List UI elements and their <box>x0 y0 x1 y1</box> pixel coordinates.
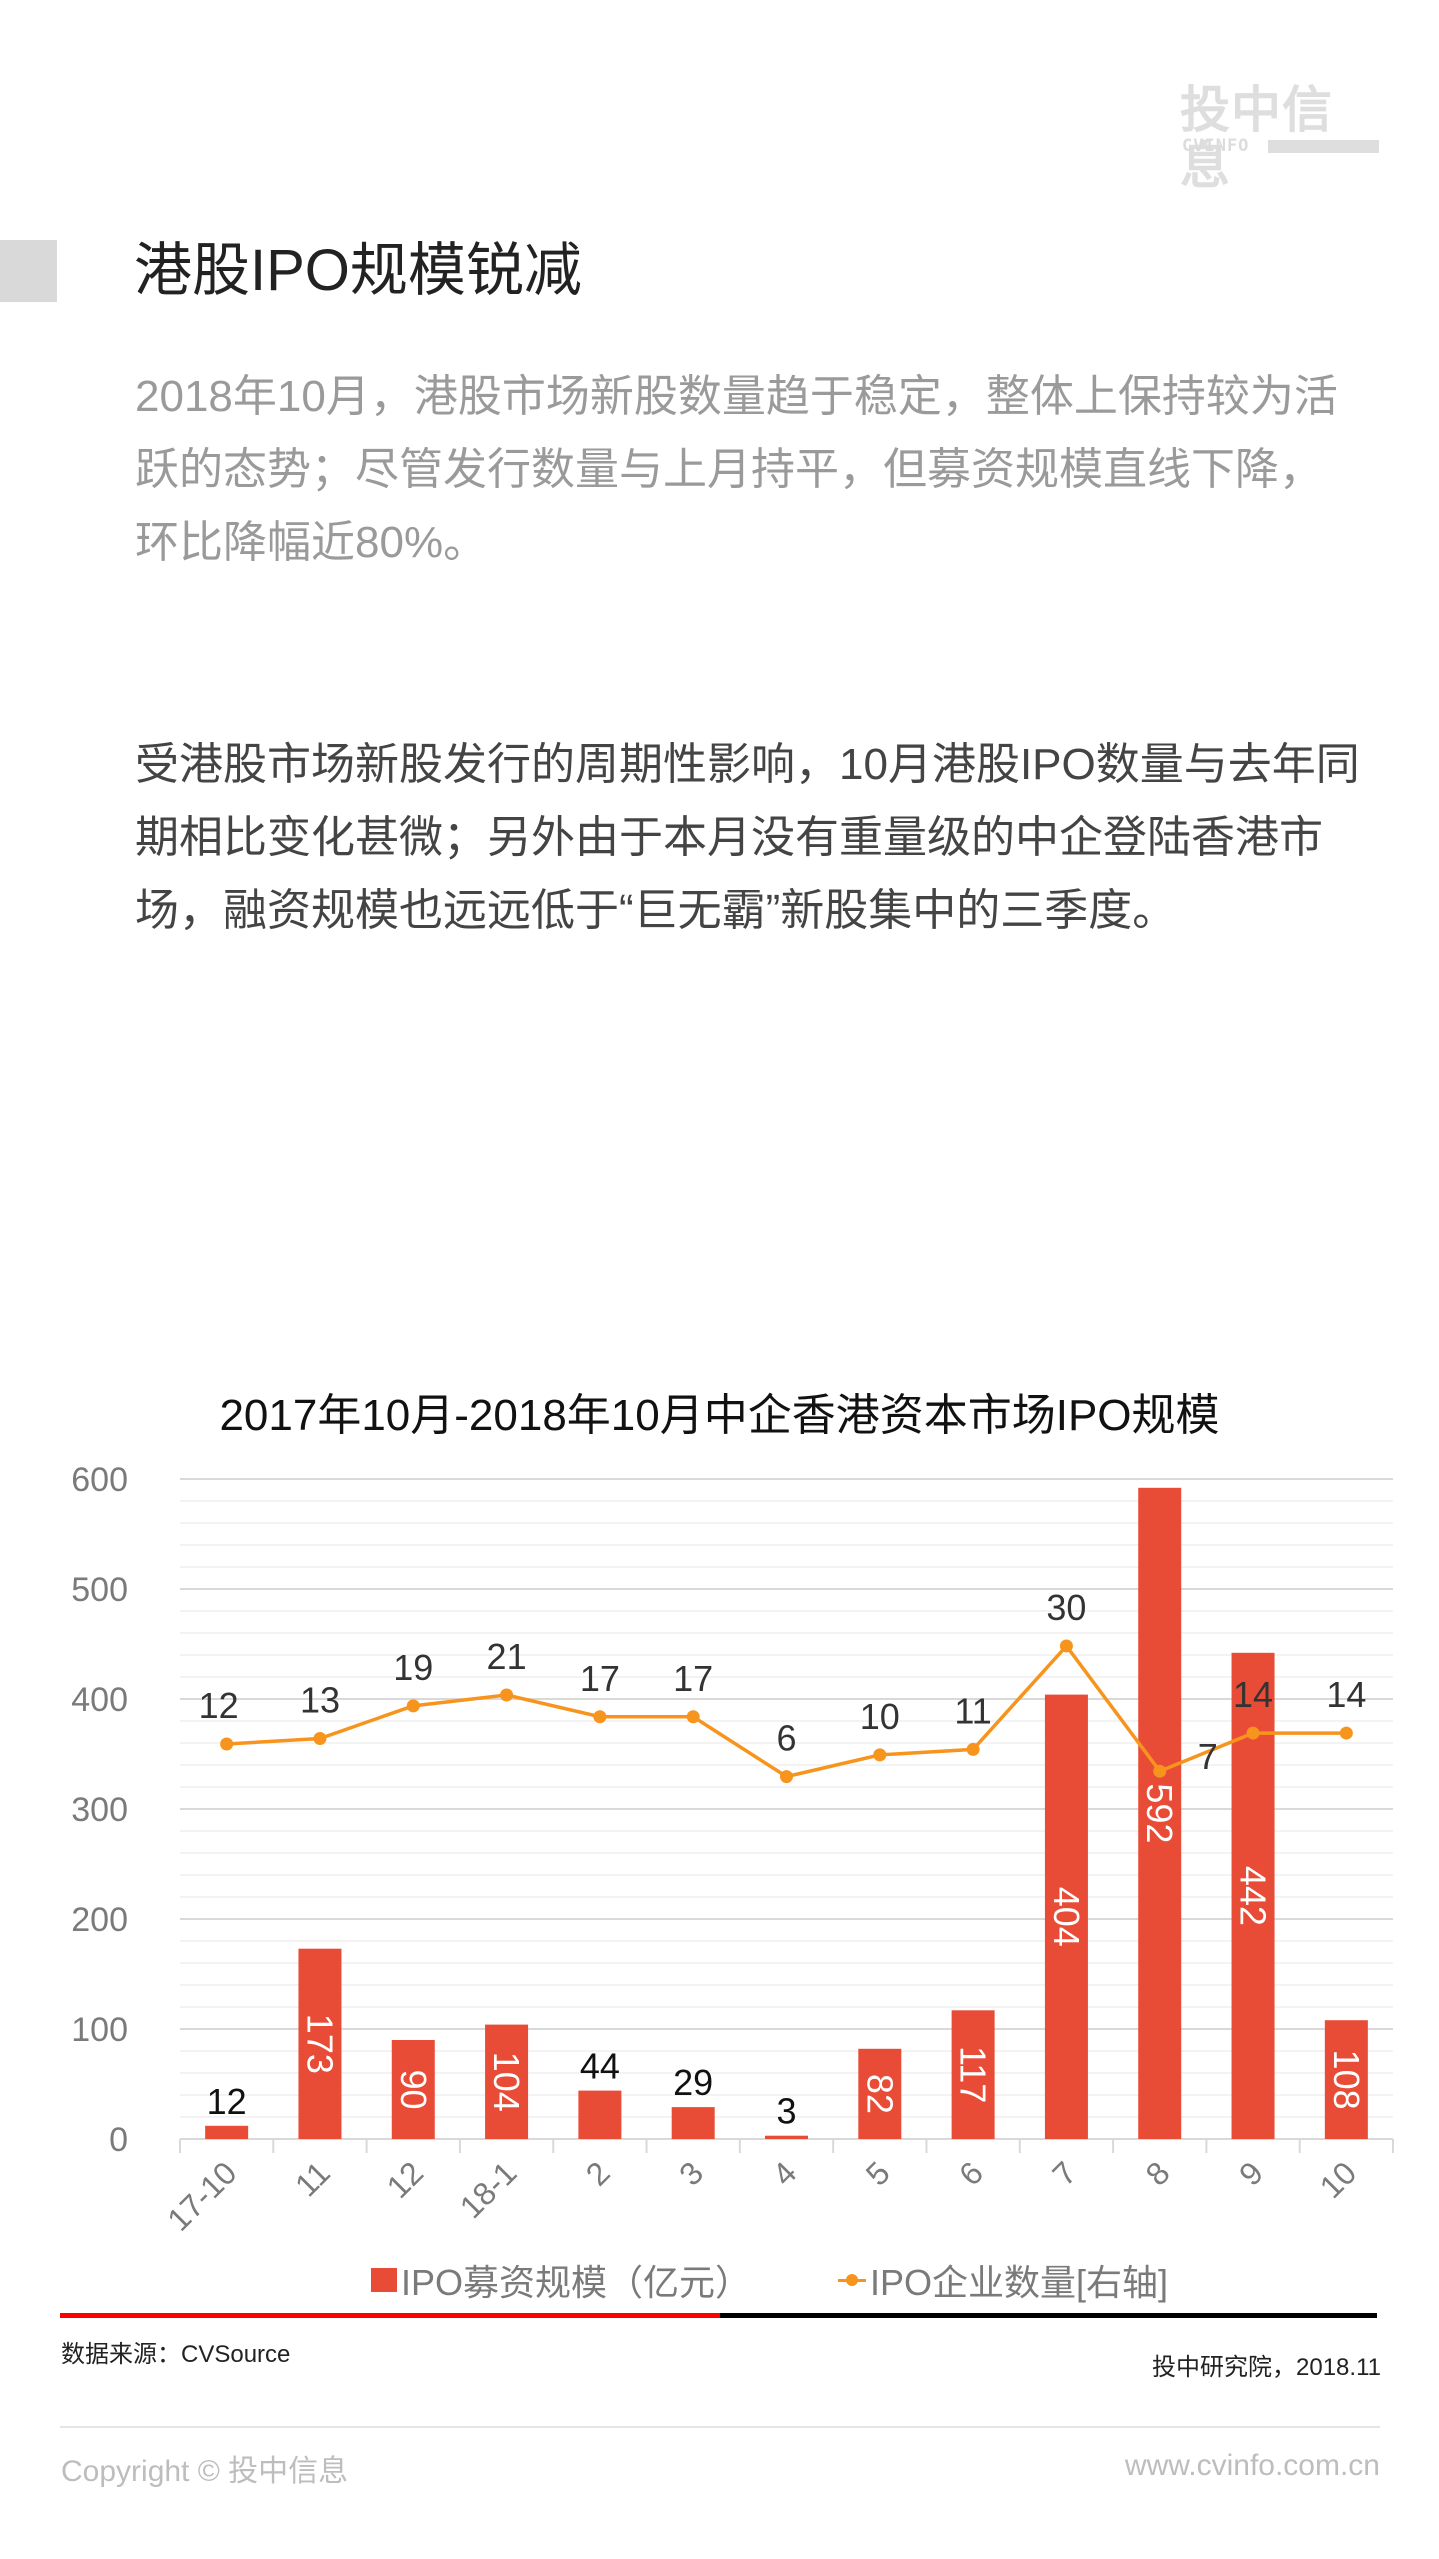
legend-item-line: IPO企业数量[右轴] <box>838 2258 1168 2303</box>
legend-label-line: IPO企业数量[右轴] <box>870 2262 1169 2303</box>
y-axis-label: 400 <box>71 1681 128 1719</box>
line-point-marker <box>966 1742 980 1756</box>
x-axis-label: 9 <box>1232 2154 1270 2192</box>
logo-text-cn: 投中信息 <box>1180 81 1333 195</box>
y-axis-label: 200 <box>71 1901 128 1939</box>
bar <box>1324 2020 1368 2139</box>
line-point-marker <box>313 1732 327 1746</box>
x-axis-label: 5 <box>859 2154 897 2192</box>
website-link[interactable]: www.cvinfo.com.cn <box>1124 2449 1380 2482</box>
copyright: Copyright © 投中信息 <box>61 2455 349 2488</box>
y-axis-label: 600 <box>71 1461 128 1499</box>
line-value-label: 21 <box>487 1636 527 1677</box>
page-title: 港股IPO规模锐减 <box>134 238 582 303</box>
x-axis-label: 4 <box>765 2154 803 2192</box>
line-point-marker <box>1059 1639 1073 1653</box>
x-axis-label: 10 <box>1313 2154 1364 2205</box>
x-axis-label: 17-10 <box>160 2154 243 2237</box>
line-point-marker <box>873 1748 887 1762</box>
chart-title: 2017年10月-2018年10月中企香港资本市场IPO规模 <box>219 1391 1220 1440</box>
bar-value-label: 82 <box>859 2074 900 2114</box>
line-value-label: 14 <box>1233 1674 1273 1715</box>
bar-value-label: 592 <box>1139 1783 1180 1843</box>
bar <box>578 2090 622 2139</box>
cvinfo-logo: 投中信息 CVINFO <box>1180 82 1380 194</box>
bar <box>765 2135 808 2139</box>
bar <box>951 2010 995 2139</box>
bar-value-label: 44 <box>580 2046 620 2087</box>
line-point-marker <box>780 1770 793 1784</box>
y-axis-label: 500 <box>71 1571 128 1609</box>
line-value-label: 13 <box>300 1680 340 1721</box>
bar-swatch-icon <box>371 2268 397 2292</box>
y-axis-label: 300 <box>71 1791 128 1829</box>
bar-value-label: 3 <box>776 2091 796 2132</box>
x-axis-label: 18-1 <box>453 2154 524 2225</box>
x-axis-label: 3 <box>672 2154 710 2192</box>
bar <box>391 2040 435 2139</box>
x-axis-label: 2 <box>579 2154 617 2192</box>
bar-value-label: 442 <box>1233 1866 1274 1926</box>
bar-value-label: 90 <box>393 2069 434 2109</box>
line-value-label: 17 <box>673 1658 713 1699</box>
line-value-label: 12 <box>199 1685 239 1726</box>
section-marker <box>0 240 57 302</box>
y-axis-label: 100 <box>71 2011 128 2049</box>
legend-item-bar: IPO募资规模（亿元） <box>371 2258 751 2303</box>
bar <box>1138 1487 1182 2139</box>
legend-label-bar: IPO募资规模（亿元） <box>401 2262 752 2303</box>
body-paragraph: 受港股市场新股发行的周期性影响，10月港股IPO数量与去年同期相比变化甚微；另外… <box>135 740 1360 935</box>
y-axis-label: 0 <box>109 2121 128 2159</box>
bar-value-label: 173 <box>299 2014 340 2074</box>
footer-divider <box>60 2426 1380 2428</box>
divider-red <box>60 2313 720 2318</box>
line-value-label: 11 <box>954 1690 991 1731</box>
line-point-marker <box>500 1688 514 1702</box>
logo-text-en: CVINFO <box>1182 136 1250 156</box>
x-axis-label: 11 <box>288 2154 337 2203</box>
line-point-marker <box>1246 1726 1260 1740</box>
line-point-marker <box>593 1710 607 1724</box>
divider-black <box>720 2313 1377 2318</box>
bar-value-label: 404 <box>1046 1887 1087 1947</box>
line-value-label: 30 <box>1046 1587 1086 1628</box>
bar-value-label: 117 <box>953 2046 994 2103</box>
credit: 投中研究院，2018.11 <box>1152 2354 1381 2381</box>
line-point-marker <box>686 1710 700 1724</box>
bar <box>1044 1694 1088 2139</box>
x-axis-label: 7 <box>1045 2154 1083 2192</box>
data-source: 数据来源：CVSource <box>61 2341 291 2368</box>
x-axis-label: 8 <box>1139 2154 1177 2192</box>
line-value-label: 19 <box>393 1647 433 1688</box>
bar <box>671 2107 715 2139</box>
bar-value-label: 12 <box>207 2081 247 2122</box>
line-point-marker <box>1339 1726 1353 1740</box>
bar-value-label: 29 <box>673 2062 713 2103</box>
subtitle-paragraph: 2018年10月，港股市场新股数量趋于稳定，整体上保持较为活跃的态势；尽管发行数… <box>135 372 1338 567</box>
line-value-label: 17 <box>580 1658 620 1699</box>
line-point-marker <box>220 1737 234 1751</box>
line-marker-icon <box>838 2268 866 2292</box>
line-value-label: 10 <box>860 1696 900 1737</box>
line-point-marker <box>1153 1764 1167 1778</box>
bar <box>205 2125 249 2139</box>
bar <box>485 2024 529 2139</box>
x-axis-label: 12 <box>380 2154 431 2205</box>
line-value-label: 14 <box>1326 1674 1366 1715</box>
x-axis-label: 6 <box>952 2154 990 2192</box>
line-point-marker <box>406 1699 420 1713</box>
line-value-label: 6 <box>776 1718 796 1759</box>
bar <box>858 2048 902 2139</box>
bar-value-label: 104 <box>486 2052 527 2112</box>
logo-bar <box>1268 140 1379 153</box>
line-value-label: 7 <box>1198 1736 1218 1777</box>
bar <box>298 1948 342 2139</box>
bar-value-label: 108 <box>1326 2050 1367 2110</box>
